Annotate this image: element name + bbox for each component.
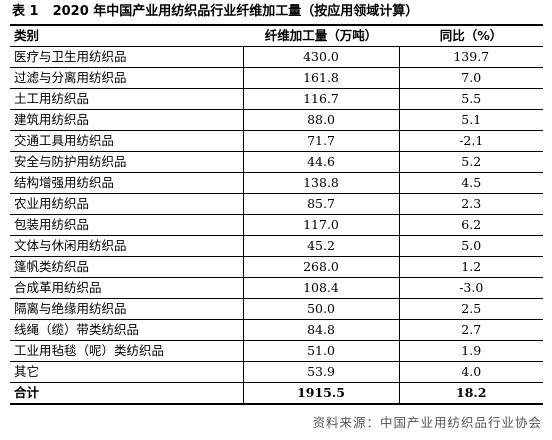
table-title: 2020 年中国产业用纺织品行业纤维加工量（按应用领域计算） <box>52 4 419 19</box>
fiber-volume-table: 类别 纤维加工量（万吨） 同比（%） 医疗与卫生用纺织品 430.0 139.7… <box>10 24 543 405</box>
row-volume: 108.4 <box>242 277 400 299</box>
row-volume: 116.7 <box>242 88 400 110</box>
table-row: 医疗与卫生用纺织品 430.0 139.7 <box>10 46 543 68</box>
row-name: 安全与防护用纺织品 <box>10 151 243 173</box>
table-row: 交通工具用纺织品 71.7 -2.1 <box>10 130 543 152</box>
total-name: 合计 <box>10 382 243 405</box>
row-name: 工业用毡毯（呢）类纺织品 <box>10 340 243 362</box>
row-yoy: 4.5 <box>399 172 543 194</box>
header-volume: 纤维加工量（万吨） <box>243 24 399 47</box>
table-caption: 表 1 2020 年中国产业用纺织品行业纤维加工量（按应用领域计算） <box>12 3 418 21</box>
row-volume: 161.8 <box>242 67 400 89</box>
row-yoy: 2.3 <box>399 193 543 215</box>
row-name: 合成革用纺织品 <box>10 277 243 299</box>
header-yoy: 同比（%） <box>399 24 543 47</box>
row-yoy: 5.2 <box>399 151 543 173</box>
row-volume: 85.7 <box>242 193 400 215</box>
row-name: 过滤与分离用纺织品 <box>10 67 243 89</box>
row-volume: 430.0 <box>242 46 400 68</box>
table-row: 工业用毡毯（呢）类纺织品 51.0 1.9 <box>10 340 543 362</box>
row-yoy: 4.0 <box>399 361 543 383</box>
row-volume: 51.0 <box>242 340 400 362</box>
row-volume: 50.0 <box>242 298 400 320</box>
row-volume: 84.8 <box>242 319 400 341</box>
row-yoy: 5.1 <box>399 109 543 131</box>
table-row: 结构增强用纺织品 138.8 4.5 <box>10 172 543 194</box>
row-name: 其它 <box>10 361 243 383</box>
source-note: 资料来源：中国产业用纺织品行业协会 <box>312 415 542 430</box>
row-volume: 268.0 <box>242 256 400 278</box>
row-volume: 71.7 <box>242 130 400 152</box>
row-yoy: 2.5 <box>399 298 543 320</box>
row-yoy: -3.0 <box>399 277 543 299</box>
row-yoy: 5.0 <box>399 235 543 257</box>
total-volume: 1915.5 <box>242 382 400 405</box>
row-name: 结构增强用纺织品 <box>10 172 243 194</box>
row-name: 建筑用纺织品 <box>10 109 243 131</box>
table-row: 篷帆类纺织品 268.0 1.2 <box>10 256 543 278</box>
row-volume: 44.6 <box>242 151 400 173</box>
row-yoy: 1.9 <box>399 340 543 362</box>
row-volume: 138.8 <box>242 172 400 194</box>
table-row: 包装用纺织品 117.0 6.2 <box>10 214 543 236</box>
table-number: 表 1 <box>12 4 39 19</box>
table-row: 合成革用纺织品 108.4 -3.0 <box>10 277 543 299</box>
row-name: 医疗与卫生用纺织品 <box>10 46 243 68</box>
row-yoy: -2.1 <box>399 130 543 152</box>
header-category: 类别 <box>10 24 243 47</box>
row-name: 农业用纺织品 <box>10 193 243 215</box>
total-row: 合计 1915.5 18.2 <box>10 382 543 405</box>
row-yoy: 139.7 <box>399 46 543 68</box>
table-row: 土工用纺织品 116.7 5.5 <box>10 88 543 110</box>
row-name: 线绳（缆）带类纺织品 <box>10 319 243 341</box>
row-name: 篷帆类纺织品 <box>10 256 243 278</box>
table-row: 安全与防护用纺织品 44.6 5.2 <box>10 151 543 173</box>
header-row: 类别 纤维加工量（万吨） 同比（%） <box>10 24 543 47</box>
table-row: 线绳（缆）带类纺织品 84.8 2.7 <box>10 319 543 341</box>
total-yoy: 18.2 <box>399 382 543 405</box>
row-name: 文体与休闲用纺织品 <box>10 235 243 257</box>
table-row: 建筑用纺织品 88.0 5.1 <box>10 109 543 131</box>
row-volume: 88.0 <box>242 109 400 131</box>
table-row: 其它 53.9 4.0 <box>10 361 543 383</box>
table-row: 隔离与绝缘用纺织品 50.0 2.5 <box>10 298 543 320</box>
row-yoy: 7.0 <box>399 67 543 89</box>
row-volume: 53.9 <box>242 361 400 383</box>
row-yoy: 2.7 <box>399 319 543 341</box>
table-row: 文体与休闲用纺织品 45.2 5.0 <box>10 235 543 257</box>
row-name: 隔离与绝缘用纺织品 <box>10 298 243 320</box>
row-yoy: 6.2 <box>399 214 543 236</box>
row-yoy: 5.5 <box>399 88 543 110</box>
row-volume: 45.2 <box>242 235 400 257</box>
row-yoy: 1.2 <box>399 256 543 278</box>
row-name: 土工用纺织品 <box>10 88 243 110</box>
row-name: 包装用纺织品 <box>10 214 243 236</box>
row-name: 交通工具用纺织品 <box>10 130 243 152</box>
table-row: 过滤与分离用纺织品 161.8 7.0 <box>10 67 543 89</box>
table-row: 农业用纺织品 85.7 2.3 <box>10 193 543 215</box>
row-volume: 117.0 <box>242 214 400 236</box>
